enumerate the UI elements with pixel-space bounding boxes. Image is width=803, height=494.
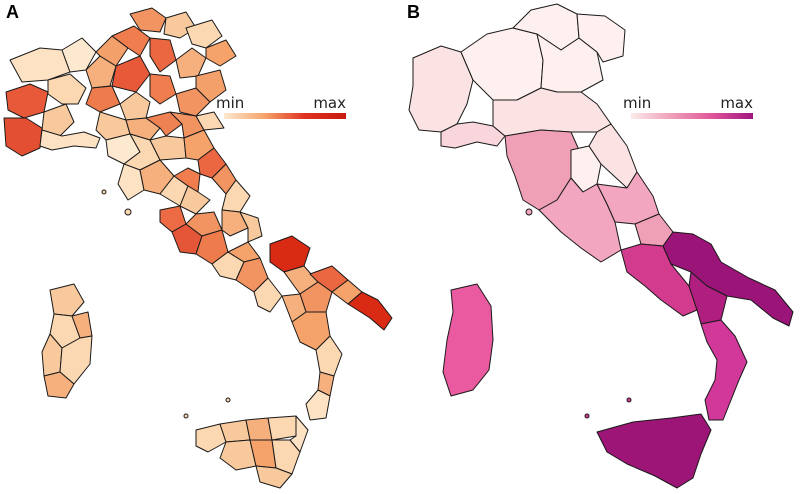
province[interactable] [117, 163, 145, 201]
region[interactable] [536, 33, 604, 93]
province[interactable] [111, 25, 151, 57]
province[interactable] [149, 73, 177, 105]
legend-max-label: max [313, 94, 346, 112]
province[interactable] [49, 283, 85, 317]
province[interactable] [175, 87, 211, 117]
province[interactable] [175, 47, 207, 79]
island [124, 208, 132, 216]
region[interactable] [596, 413, 712, 489]
region[interactable] [700, 319, 748, 421]
island [183, 413, 189, 419]
province[interactable] [315, 335, 343, 377]
legend-b: min max [623, 94, 753, 124]
panel-label-b: B [407, 2, 420, 22]
legend-min-label: min [216, 94, 245, 112]
region[interactable] [440, 121, 506, 149]
province[interactable] [43, 371, 75, 399]
region[interactable] [662, 231, 794, 327]
province[interactable] [47, 73, 87, 105]
province[interactable] [239, 211, 263, 243]
panel-label-a: A [6, 2, 19, 22]
province[interactable] [347, 291, 393, 331]
province[interactable] [305, 389, 331, 421]
province[interactable] [145, 111, 183, 137]
province[interactable] [119, 91, 151, 121]
italy-region-map [408, 3, 794, 489]
province[interactable] [235, 257, 269, 293]
province[interactable] [255, 465, 293, 489]
legend-a: min max [216, 94, 346, 124]
island [525, 208, 533, 216]
province[interactable] [95, 35, 129, 67]
province[interactable] [129, 7, 167, 33]
province[interactable] [267, 415, 297, 441]
island [626, 397, 632, 403]
province[interactable] [149, 37, 177, 73]
province[interactable] [173, 167, 201, 193]
province[interactable] [221, 179, 251, 213]
map-panel-b: B [401, 0, 802, 494]
province[interactable] [3, 117, 43, 157]
region[interactable] [576, 13, 626, 63]
region[interactable] [442, 283, 494, 397]
province[interactable] [221, 209, 249, 237]
province[interactable] [111, 55, 151, 93]
province[interactable] [5, 83, 49, 119]
province[interactable] [41, 103, 75, 137]
province[interactable] [85, 55, 117, 89]
province[interactable] [253, 277, 283, 313]
island [225, 397, 231, 403]
island [101, 189, 107, 195]
province[interactable] [185, 19, 223, 49]
map-panel-a: A [0, 0, 401, 494]
legend-min-label: min [623, 94, 652, 112]
province[interactable] [219, 419, 251, 443]
province[interactable] [195, 69, 227, 103]
province[interactable] [39, 129, 101, 151]
region[interactable] [460, 27, 544, 101]
legend-max-label: max [720, 94, 753, 112]
legend-gradient-bar [631, 113, 753, 119]
province[interactable] [195, 229, 229, 265]
province[interactable] [205, 39, 237, 67]
province[interactable] [219, 439, 257, 471]
province[interactable] [195, 423, 227, 453]
province[interactable] [195, 111, 225, 131]
region[interactable] [408, 45, 474, 133]
province[interactable] [125, 117, 161, 141]
legend-gradient-bar [224, 113, 346, 119]
province[interactable] [271, 439, 301, 475]
province[interactable] [85, 85, 121, 113]
island [584, 413, 590, 419]
province[interactable] [179, 185, 211, 215]
province[interactable] [61, 37, 97, 73]
italy-province-map [3, 7, 393, 489]
